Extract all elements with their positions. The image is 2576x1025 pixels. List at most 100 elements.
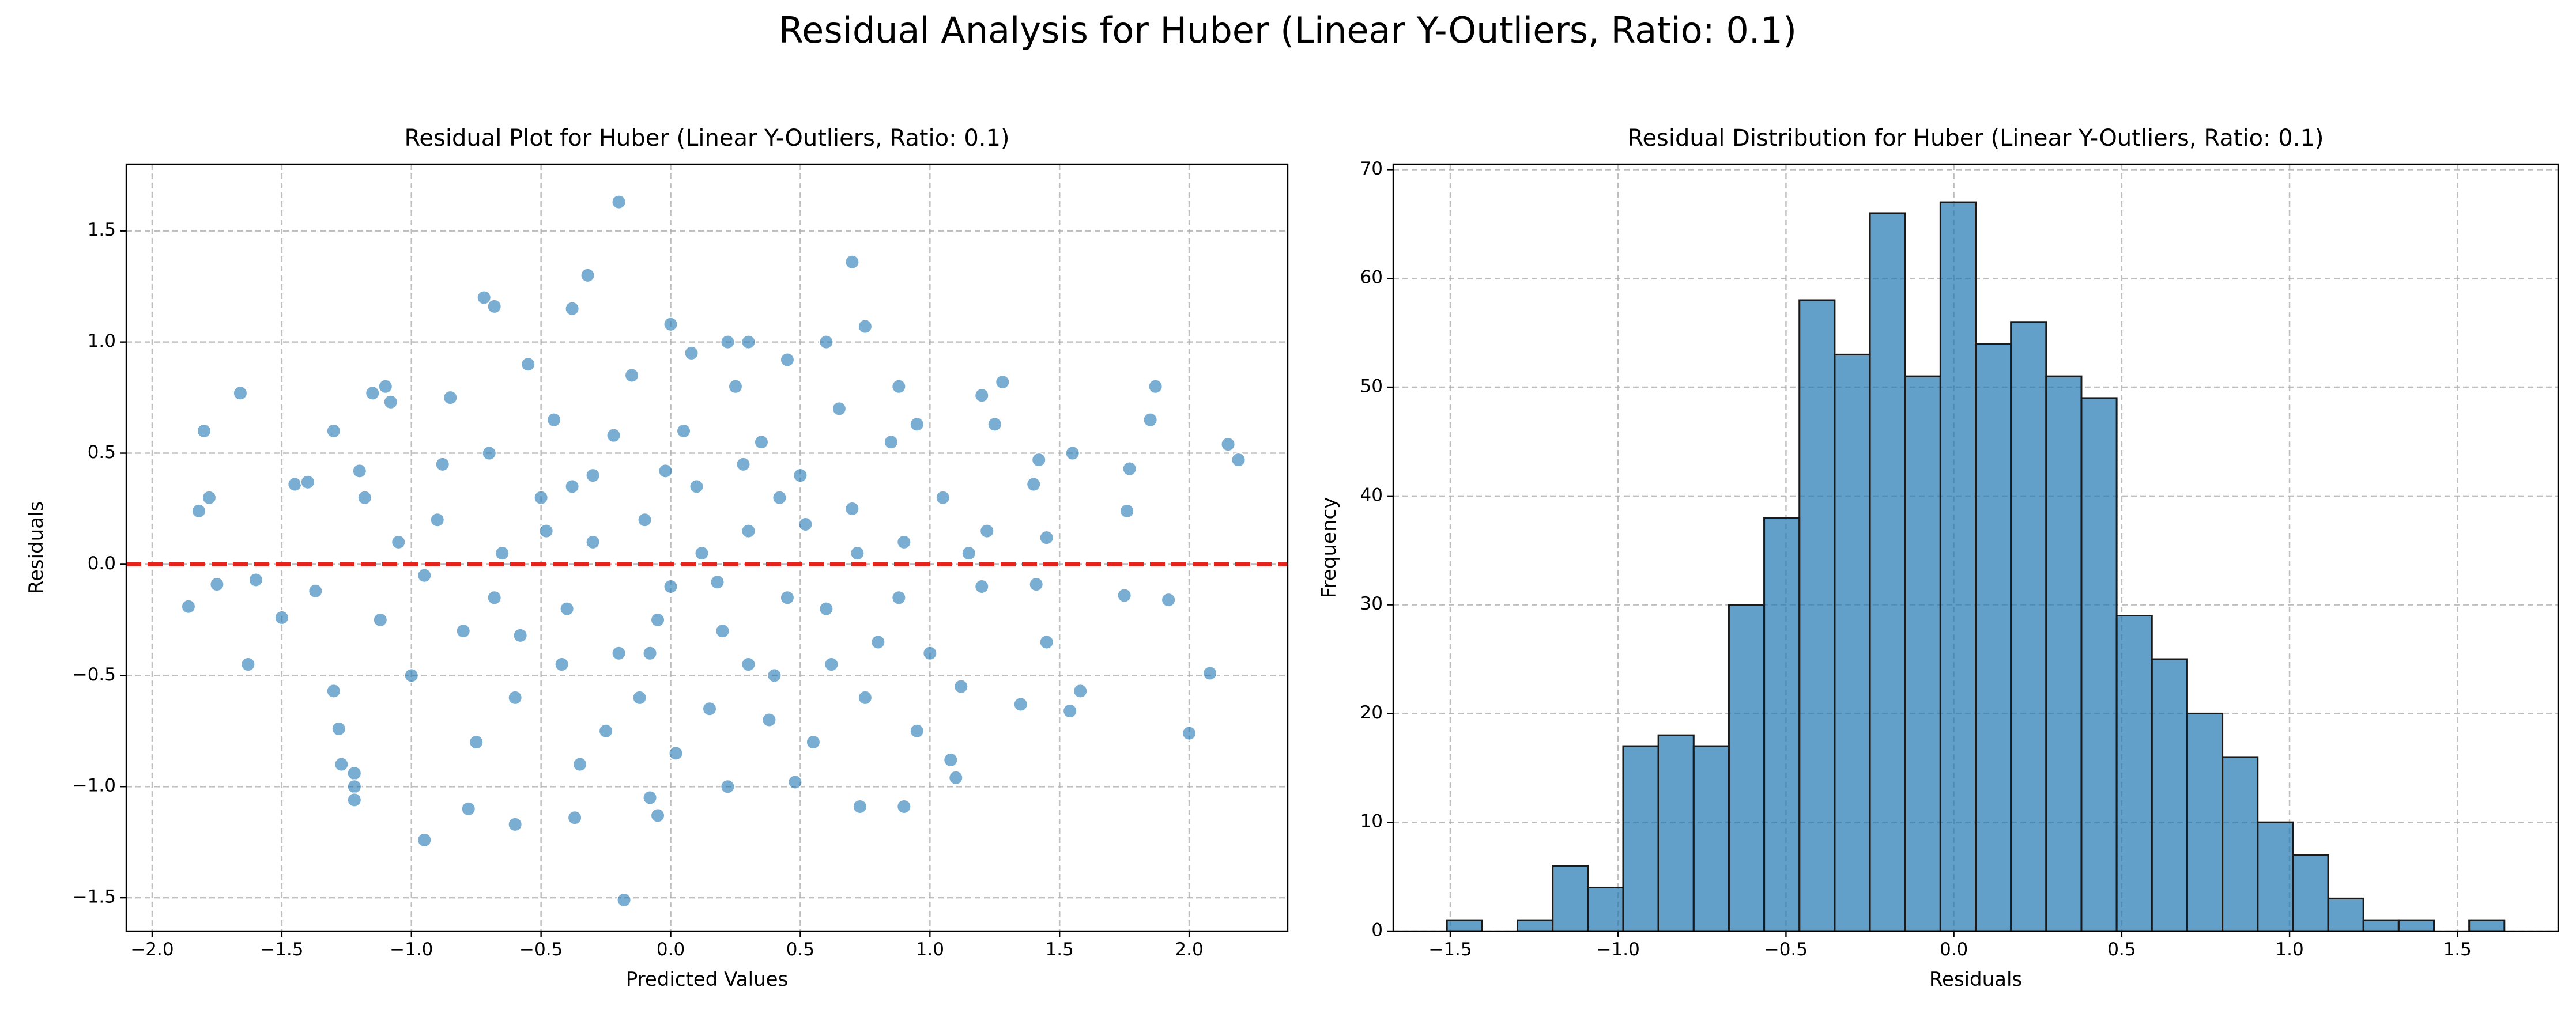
point: [1065, 445, 1080, 461]
point: [240, 657, 256, 672]
point: [248, 572, 263, 588]
point: [417, 832, 432, 848]
point: [650, 808, 666, 823]
point: [767, 668, 782, 683]
y-tick-label: 70: [1360, 158, 1383, 179]
point: [772, 490, 787, 505]
point: [676, 423, 692, 438]
point: [495, 546, 510, 561]
point: [779, 352, 795, 368]
point: [624, 368, 640, 383]
bar: [2397, 919, 2435, 932]
point: [191, 503, 206, 519]
point: [1013, 697, 1028, 712]
point: [761, 712, 777, 728]
bar: [1728, 604, 1766, 932]
bar: [1516, 919, 1554, 932]
point: [961, 546, 976, 561]
point: [824, 657, 839, 672]
bar: [2292, 854, 2329, 932]
bar: [2010, 321, 2047, 932]
point: [611, 194, 627, 210]
point: [326, 423, 341, 438]
bar: [1552, 865, 1589, 932]
point: [1122, 461, 1137, 476]
point: [995, 375, 1010, 390]
point: [346, 766, 362, 781]
point: [852, 799, 868, 814]
point: [616, 892, 632, 907]
point: [844, 254, 860, 270]
point: [435, 456, 450, 472]
x-tick-label: −2.0: [130, 939, 174, 960]
point: [736, 456, 751, 472]
point: [403, 668, 419, 683]
bar: [1798, 299, 1836, 932]
y-axis-label: Frequency: [1318, 497, 1341, 599]
point: [1148, 379, 1163, 394]
bar: [1939, 201, 1977, 932]
y-axis-label: Residuals: [25, 501, 48, 594]
point: [694, 546, 710, 561]
point: [308, 583, 323, 599]
point: [684, 345, 699, 361]
point: [831, 401, 847, 417]
bar: [1657, 734, 1695, 932]
point: [611, 645, 627, 661]
point: [1220, 437, 1236, 452]
x-tick-label: −0.5: [519, 939, 563, 960]
point: [538, 523, 554, 539]
y-tick-label: −1.5: [73, 887, 116, 907]
point: [896, 534, 912, 550]
point: [701, 701, 717, 717]
x-tick-label: −1.5: [1428, 939, 1472, 960]
bar: [2362, 919, 2400, 932]
bar: [2115, 614, 2153, 932]
point: [922, 645, 938, 661]
point: [580, 267, 595, 283]
point: [357, 490, 372, 505]
point: [857, 690, 873, 705]
point: [741, 657, 756, 672]
point: [469, 735, 484, 750]
point: [365, 385, 380, 401]
point: [883, 434, 899, 450]
point: [642, 790, 658, 805]
x-tick-label: −1.0: [390, 939, 433, 960]
point: [650, 612, 666, 627]
x-tick-label: 1.5: [2443, 939, 2472, 960]
point: [798, 516, 813, 532]
point: [429, 512, 445, 528]
y-tick-label: 0.5: [88, 442, 116, 463]
point: [326, 683, 341, 699]
point: [507, 816, 523, 832]
point: [741, 334, 756, 350]
point: [232, 385, 248, 401]
point: [383, 394, 398, 410]
point: [486, 590, 502, 606]
point: [274, 610, 289, 626]
point: [819, 601, 834, 616]
point: [909, 723, 925, 739]
point: [533, 490, 549, 505]
point: [987, 417, 1002, 432]
panel: −1.5 −1.0 −0.5 0.0 0.5 1.0 1.5 0 10 20 30 40 50 60 70 R…: [1318, 125, 2559, 991]
point: [891, 590, 907, 606]
point: [1031, 452, 1047, 468]
y-tick-label: 0: [1371, 920, 1383, 941]
point: [943, 752, 959, 767]
point: [585, 468, 601, 483]
point: [689, 479, 704, 494]
point: [564, 301, 580, 316]
point: [974, 579, 990, 595]
y-tick-label: 1.0: [88, 331, 116, 351]
bar: [1622, 745, 1659, 932]
point: [935, 490, 951, 505]
bar: [1975, 343, 2012, 932]
point: [455, 623, 471, 639]
x-axis-label: Residuals: [1929, 968, 2022, 991]
bar: [2080, 397, 2118, 932]
bar: [2327, 897, 2364, 932]
point: [1119, 503, 1135, 519]
point: [779, 590, 795, 606]
